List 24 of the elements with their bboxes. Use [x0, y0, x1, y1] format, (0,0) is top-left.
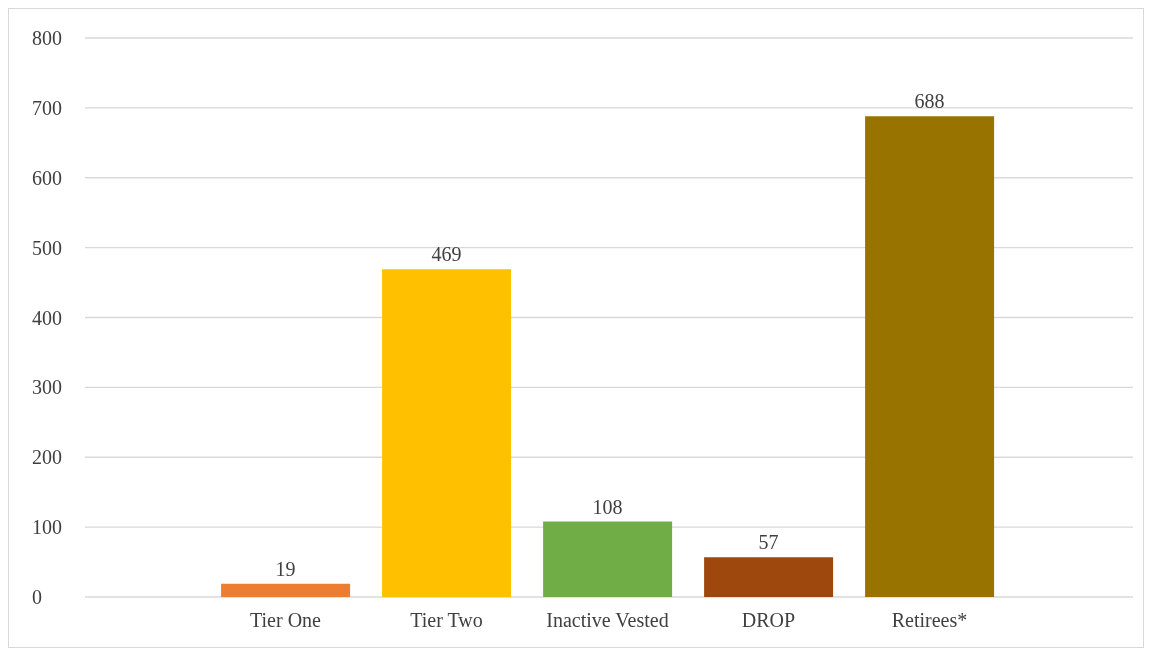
- y-tick-label: 400: [32, 306, 62, 329]
- bar: [221, 583, 351, 597]
- y-tick-label: 600: [32, 166, 62, 189]
- data-label: 108: [592, 495, 623, 518]
- bar: [543, 521, 673, 597]
- y-tick-label: 700: [32, 96, 62, 119]
- bar: [382, 269, 512, 597]
- bar: [704, 557, 834, 597]
- y-tick-label: 300: [32, 376, 62, 399]
- y-tick-label: 100: [32, 516, 62, 539]
- bar: [865, 116, 995, 597]
- data-label: 469: [431, 243, 462, 266]
- data-label: 19: [275, 557, 296, 580]
- x-tick-label: Tier One: [250, 609, 322, 632]
- x-tick-label: DROP: [741, 609, 796, 632]
- data-label: 57: [758, 531, 779, 554]
- y-tick-label: 500: [32, 236, 62, 259]
- y-tick-label: 0: [32, 586, 42, 609]
- x-tick-label: Retirees*: [891, 609, 968, 632]
- x-tick-label: Inactive Vested: [546, 609, 669, 632]
- x-tick-label: Tier Two: [410, 609, 483, 632]
- data-label: 688: [914, 90, 945, 113]
- y-tick-label: 200: [32, 446, 62, 469]
- y-tick-label: 800: [32, 27, 62, 50]
